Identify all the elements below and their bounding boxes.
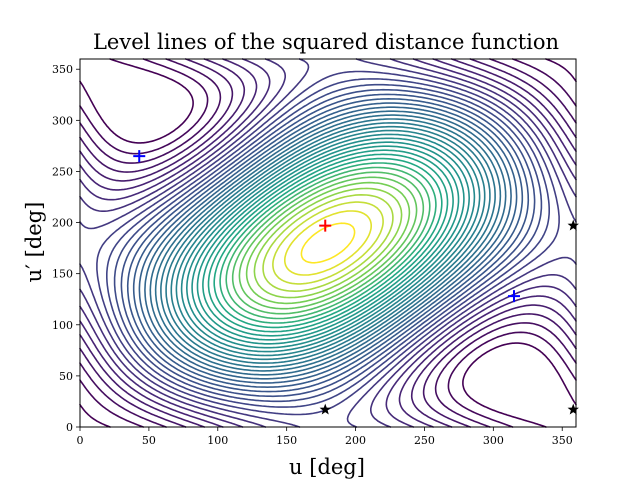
x-tick-label: 300 bbox=[483, 434, 504, 447]
contour-level bbox=[284, 210, 372, 276]
contour-level bbox=[245, 181, 411, 305]
chart-title: Level lines of the squared distance func… bbox=[93, 30, 559, 54]
contour-level bbox=[219, 162, 437, 324]
x-axis-ticks: 0 50 100 150 200 250 300 350 bbox=[77, 427, 573, 447]
contour-level bbox=[154, 114, 502, 372]
contour-level bbox=[207, 153, 449, 333]
contour-level bbox=[225, 166, 431, 320]
contour-lines bbox=[79, 58, 577, 428]
y-tick-label: 300 bbox=[52, 114, 73, 127]
y-tick-label: 150 bbox=[52, 268, 73, 281]
star-marker bbox=[567, 403, 579, 415]
y-tick-label: 100 bbox=[52, 319, 73, 332]
contour-level bbox=[79, 58, 577, 428]
contour-level bbox=[180, 133, 476, 353]
contour-level bbox=[79, 58, 577, 428]
y-tick-label: 250 bbox=[52, 165, 73, 178]
x-tick-label: 200 bbox=[345, 434, 366, 447]
contour-level bbox=[126, 93, 530, 393]
contour-level bbox=[231, 171, 425, 315]
plus-marker bbox=[133, 150, 146, 163]
axes-frame bbox=[79, 58, 577, 428]
y-tick-label: 0 bbox=[66, 421, 73, 434]
contour-level bbox=[96, 70, 560, 416]
contour-level bbox=[138, 102, 518, 384]
contour-level bbox=[272, 201, 384, 285]
contour-level bbox=[120, 88, 536, 398]
x-tick-label: 350 bbox=[552, 434, 573, 447]
contour-level bbox=[79, 58, 577, 428]
contour-level bbox=[113, 83, 543, 403]
contour-level bbox=[79, 58, 577, 428]
contour-level bbox=[165, 122, 491, 364]
contour-level bbox=[132, 98, 524, 388]
markers bbox=[133, 150, 579, 415]
plus-marker bbox=[508, 290, 520, 303]
contour-level bbox=[262, 194, 394, 292]
contour-level bbox=[79, 58, 577, 428]
contour-level bbox=[175, 129, 481, 357]
contour-level bbox=[186, 137, 470, 349]
contour-level bbox=[202, 149, 454, 337]
x-tick-label: 50 bbox=[142, 434, 156, 447]
contour-level bbox=[213, 157, 443, 329]
x-tick-label: 250 bbox=[414, 434, 435, 447]
y-axis-ticks: 0 50 100 150 200 250 300 350 bbox=[52, 63, 80, 434]
contour-level bbox=[238, 176, 418, 310]
contour-level bbox=[149, 110, 507, 376]
x-tick-label: 150 bbox=[276, 434, 297, 447]
x-tick-label: 0 bbox=[77, 434, 84, 447]
contour-level bbox=[79, 58, 577, 428]
contour-level bbox=[196, 145, 460, 341]
contour-level bbox=[79, 58, 577, 428]
contour-level bbox=[106, 78, 550, 408]
contour-level bbox=[253, 187, 403, 299]
y-tick-label: 350 bbox=[52, 63, 73, 76]
contour-level bbox=[79, 58, 577, 428]
star-marker bbox=[319, 403, 331, 415]
contour-level bbox=[300, 222, 356, 264]
contour-level bbox=[160, 118, 496, 368]
contour-level bbox=[79, 58, 577, 428]
contour-level bbox=[144, 106, 512, 380]
y-axis-label: u′ [deg] bbox=[22, 202, 46, 283]
x-axis-label: u [deg] bbox=[289, 455, 365, 479]
star-marker bbox=[567, 219, 579, 231]
contour-level bbox=[170, 125, 486, 361]
x-tick-label: 100 bbox=[207, 434, 228, 447]
contour-level bbox=[191, 141, 465, 345]
y-tick-label: 200 bbox=[52, 217, 73, 230]
plus-marker bbox=[319, 219, 332, 232]
y-tick-label: 50 bbox=[59, 370, 73, 383]
